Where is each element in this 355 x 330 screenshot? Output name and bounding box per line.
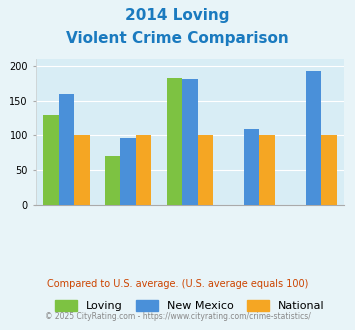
Bar — [306, 71, 321, 205]
Text: © 2025 CityRating.com - https://www.cityrating.com/crime-statistics/: © 2025 CityRating.com - https://www.city… — [45, 312, 310, 321]
Bar — [260, 135, 275, 205]
Bar — [105, 156, 120, 205]
Text: 2014 Loving: 2014 Loving — [125, 8, 230, 23]
Bar — [167, 78, 182, 205]
Bar — [136, 135, 151, 205]
Bar — [120, 138, 136, 205]
Legend: Loving, New Mexico, National: Loving, New Mexico, National — [49, 294, 331, 316]
Bar — [244, 129, 260, 205]
Bar — [198, 135, 213, 205]
Bar — [321, 135, 337, 205]
Bar — [43, 115, 59, 205]
Text: Compared to U.S. average. (U.S. average equals 100): Compared to U.S. average. (U.S. average … — [47, 279, 308, 289]
Text: Violent Crime Comparison: Violent Crime Comparison — [66, 31, 289, 46]
Bar — [182, 80, 198, 205]
Bar — [59, 94, 74, 205]
Bar — [74, 135, 89, 205]
